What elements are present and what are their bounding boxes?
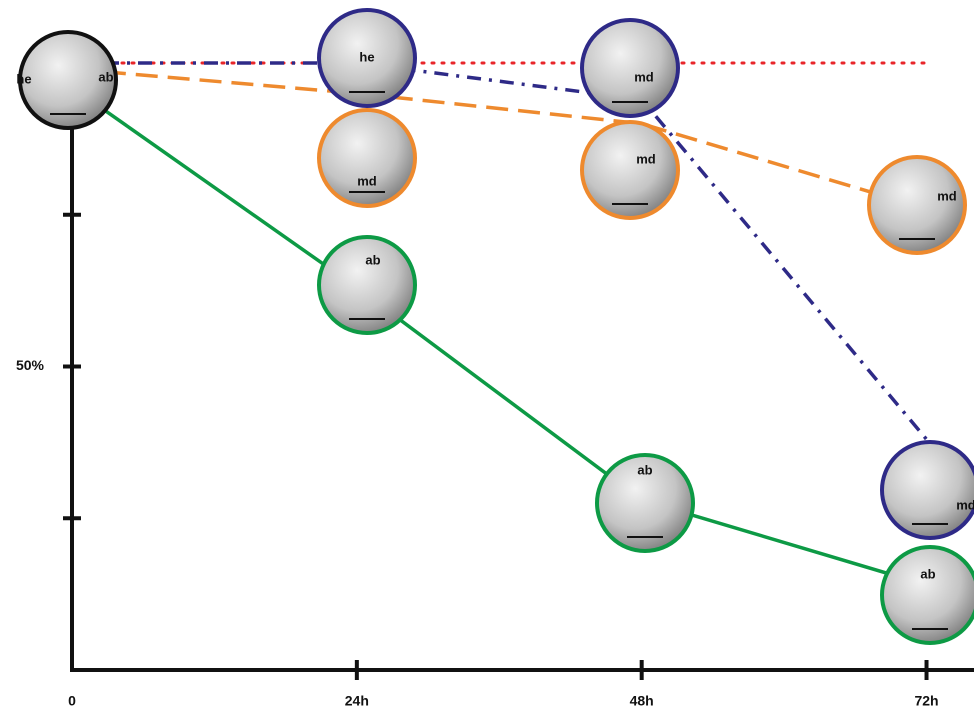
sem-image: md <box>869 157 965 253</box>
series-line <box>72 87 927 585</box>
image-label: ab <box>365 252 380 267</box>
x-tick-label: 72h <box>914 693 938 709</box>
y-tick-label: 50% <box>16 357 45 373</box>
sem-image: ab <box>319 237 415 333</box>
image-label: md <box>956 497 974 512</box>
image-label: ab <box>920 566 935 581</box>
image-label: he <box>16 71 31 86</box>
sem-image: he ab <box>16 32 116 128</box>
image-label: md <box>937 188 957 203</box>
image-label: ab <box>98 69 113 84</box>
sem-image: md <box>882 442 974 538</box>
x-tick-label: 48h <box>630 693 654 709</box>
image-label: md <box>634 69 654 84</box>
image-label: he <box>359 49 374 64</box>
sem-image: ab <box>882 547 974 643</box>
chart: 0 24h 48h 72h 50% he ab he md ab md md ab md md ab <box>0 0 974 713</box>
image-label: md <box>357 173 377 188</box>
x-tick-label: 24h <box>345 693 369 709</box>
series-line <box>72 69 927 209</box>
series-line <box>72 63 927 439</box>
image-label: md <box>636 151 656 166</box>
sem-image: md <box>582 122 678 218</box>
sem-image: md <box>319 110 415 206</box>
sem-image: he <box>319 10 415 106</box>
x-tick-label: 0 <box>68 693 76 709</box>
sem-image: md <box>582 20 678 116</box>
image-label: ab <box>637 462 652 477</box>
sem-image: ab <box>597 455 693 551</box>
